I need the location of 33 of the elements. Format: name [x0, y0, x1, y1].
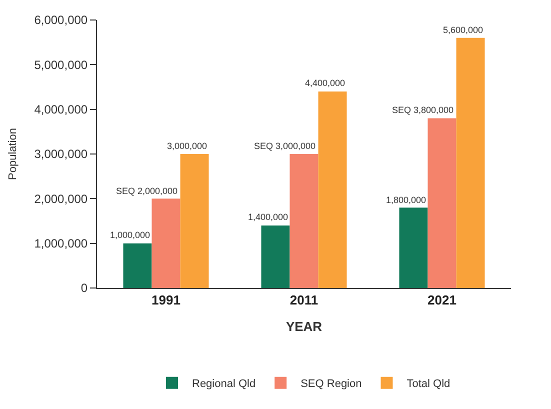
x-axis-title: YEAR — [286, 319, 323, 334]
bar — [399, 208, 428, 288]
bar — [428, 118, 456, 288]
bar — [123, 243, 152, 288]
x-tick-label: 1991 — [152, 292, 180, 308]
y-tick-label: 3,000,000 — [34, 147, 88, 162]
x-tick-label: 2011 — [290, 292, 318, 308]
y-tick-label: 6,000,000 — [34, 13, 88, 28]
bar — [152, 198, 180, 288]
data-label: 5,600,000 — [443, 25, 484, 35]
x-tick-label: 2021 — [428, 292, 456, 308]
y-tick-label: 5,000,000 — [34, 58, 88, 72]
data-label: SEQ 3,000,000 — [254, 141, 316, 151]
bar — [180, 154, 209, 288]
data-label: SEQ 3,800,000 — [392, 105, 454, 115]
y-tick-label: 4,000,000 — [34, 102, 88, 117]
data-label: 3,000,000 — [167, 141, 208, 151]
data-label: 1,800,000 — [386, 195, 426, 205]
y-tick-label: 2,000,000 — [34, 192, 88, 206]
y-tick-label: 1,000,000 — [34, 236, 88, 251]
data-label: 1,400,000 — [248, 212, 288, 222]
bar — [318, 91, 347, 288]
bar — [261, 225, 290, 288]
bar — [456, 38, 485, 288]
data-label: 4,400,000 — [305, 78, 346, 88]
bar — [290, 154, 318, 288]
legend-label: Total Qld — [406, 378, 450, 390]
data-label: 1,000,000 — [110, 230, 150, 240]
legend-label: SEQ Region — [300, 378, 362, 390]
data-label: SEQ 2,000,000 — [116, 186, 178, 196]
legend-label: Regional Qld — [192, 378, 256, 390]
y-axis-title: Population — [6, 128, 19, 180]
y-tick-label: 0 — [80, 281, 88, 296]
